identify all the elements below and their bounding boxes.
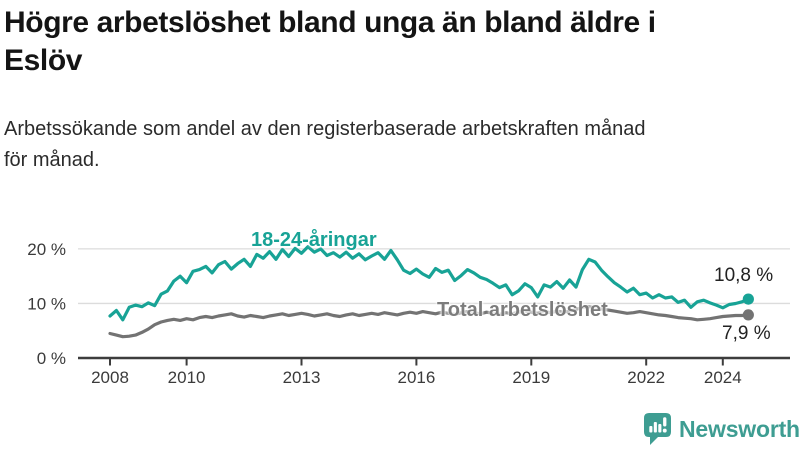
series-end-dot — [742, 293, 754, 305]
chart-header: Högre arbetslöshet bland unga än bland ä… — [4, 4, 794, 80]
page-title: Högre arbetslöshet bland unga än bland ä… — [4, 4, 794, 80]
x-tick-label: 2024 — [704, 368, 742, 387]
exclamation-dot — [662, 428, 667, 433]
end-value-label-total: 7,9 % — [722, 323, 771, 344]
x-tick-label: 2013 — [283, 368, 321, 387]
x-tick-label: 2022 — [627, 368, 665, 387]
series-label-total: Total arbetslöshet — [437, 299, 608, 321]
subtitle-line-2: för månad. — [4, 149, 100, 171]
series-line — [108, 305, 750, 339]
title-line-2: Eslöv — [4, 44, 83, 77]
x-tick-label: 2008 — [91, 368, 129, 387]
x-tick-label: 2010 — [168, 368, 206, 387]
newsworthy-logo[interactable]: Newsworthy — [643, 412, 800, 446]
end-value-label-young: 10,8 % — [714, 265, 774, 286]
exclamation-bar — [663, 417, 667, 427]
series-end-dot — [742, 309, 754, 321]
x-tick-label: 2016 — [397, 368, 435, 387]
series-line — [108, 245, 750, 322]
bar-small — [649, 426, 653, 433]
y-tick-label: 10 % — [27, 294, 66, 313]
bar-medium — [658, 424, 662, 433]
speech-bubble-shape — [644, 413, 671, 445]
series-label-young: 18-24-åringar — [251, 229, 377, 251]
newsworthy-bubble-chart-icon — [643, 412, 672, 446]
x-tick-label: 2019 — [512, 368, 550, 387]
y-tick-label: 20 % — [27, 240, 66, 259]
title-line-1: Högre arbetslöshet bland unga än bland ä… — [4, 6, 656, 39]
newsworthy-wordmark: Newsworthy — [679, 415, 800, 442]
subtitle-line-1: Arbetssökande som andel av den registerb… — [4, 118, 646, 140]
chart-subtitle: Arbetssökande som andel av den registerb… — [4, 114, 790, 176]
bar-tall — [653, 422, 657, 433]
y-tick-label: 0 % — [37, 349, 66, 368]
